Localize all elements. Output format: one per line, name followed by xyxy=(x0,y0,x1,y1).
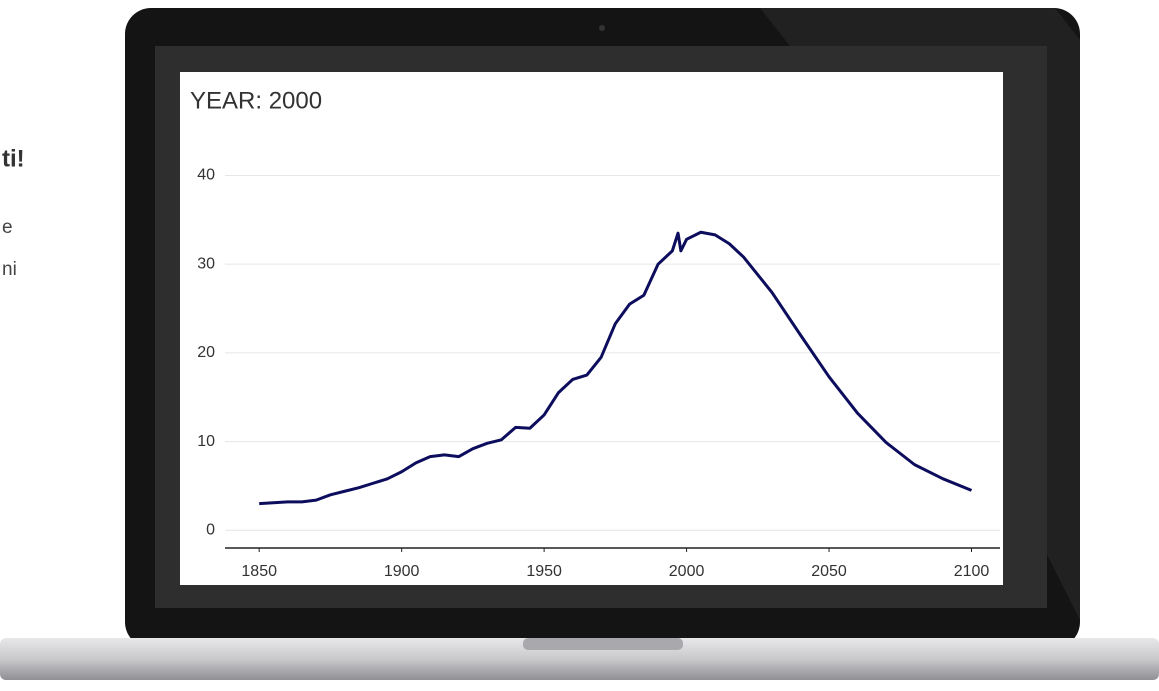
x-tick-label: 2100 xyxy=(954,563,990,580)
laptop-base xyxy=(0,638,1159,680)
camera xyxy=(599,25,605,31)
notch xyxy=(523,638,683,650)
line xyxy=(259,230,973,506)
x-tick-label: 1850 xyxy=(241,563,277,580)
x-tick-label: 1950 xyxy=(526,563,562,580)
side-heading: ti! xyxy=(2,145,25,172)
y-tick-label: 20 xyxy=(197,344,215,361)
x-tick-label: 1900 xyxy=(384,563,420,580)
y-tick-label: 0 xyxy=(206,521,215,538)
chart-area xyxy=(180,72,1003,585)
y-tick-label: 30 xyxy=(197,255,215,272)
y-tick-label: 10 xyxy=(197,433,215,450)
side-text: ni xyxy=(2,259,17,280)
side-text: e xyxy=(2,217,13,238)
x-tick-label: 2050 xyxy=(811,563,847,580)
y-tick-label: 40 xyxy=(197,167,215,184)
x-tick-label: 2000 xyxy=(669,563,705,580)
chart-title: YEAR: 2000 xyxy=(190,87,322,114)
